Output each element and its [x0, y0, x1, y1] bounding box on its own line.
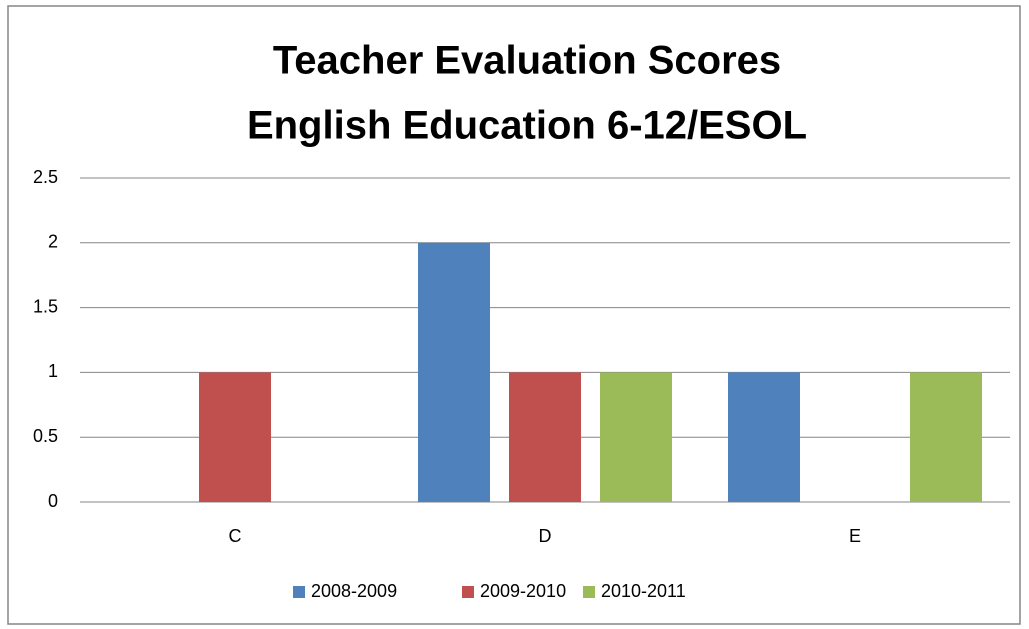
x-tick-label: C — [229, 526, 242, 546]
y-tick-label: 2.5 — [33, 167, 58, 187]
legend-swatch — [583, 586, 595, 598]
chart-title: Teacher Evaluation Scores — [273, 39, 781, 83]
bar — [199, 372, 271, 502]
bar — [600, 372, 672, 502]
legend-label: 2008-2009 — [311, 581, 397, 601]
legend-swatch — [462, 586, 474, 598]
bar — [910, 372, 982, 502]
y-tick-label: 0.5 — [33, 426, 58, 446]
y-tick-label: 0 — [48, 491, 58, 511]
y-tick-label: 1.5 — [33, 296, 58, 316]
y-tick-label: 2 — [48, 232, 58, 252]
legend-label: 2010-2011 — [601, 581, 686, 601]
chart-border — [7, 5, 1021, 625]
bar — [728, 372, 800, 502]
legend-label: 2009-2010 — [480, 581, 566, 601]
legend-swatch — [293, 586, 305, 598]
bar — [509, 372, 581, 502]
y-tick-label: 1 — [48, 361, 58, 381]
chart-title: English Education 6-12/ESOL — [247, 104, 807, 148]
x-tick-label: D — [539, 526, 552, 546]
x-tick-label: E — [849, 526, 861, 546]
bar — [418, 242, 490, 503]
